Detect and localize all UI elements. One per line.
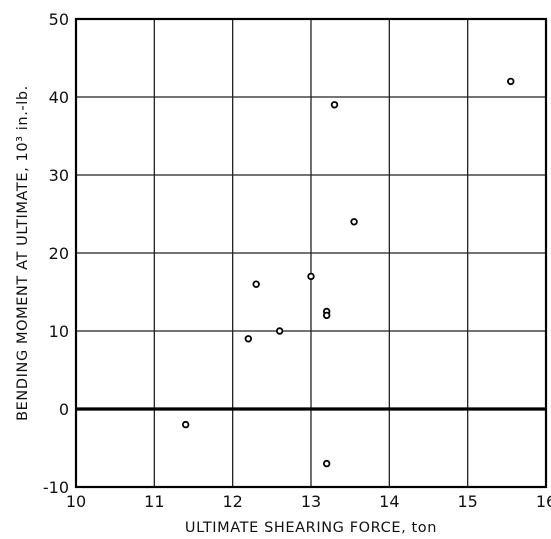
x-tick-label: 12 — [222, 492, 242, 511]
y-tick-label: -10 — [43, 478, 69, 497]
data-point — [181, 420, 190, 429]
data-point — [322, 459, 331, 468]
y-tick-label: 50 — [49, 10, 69, 29]
data-point — [307, 272, 315, 281]
x-tick-label: 14 — [379, 492, 399, 511]
x-tick-label: 11 — [144, 492, 164, 511]
y-tick-label: 20 — [49, 244, 69, 263]
data-point — [244, 335, 253, 343]
x-tick-labels: 10 11 12 13 14 15 16 — [66, 492, 551, 511]
y-tick-label: 40 — [49, 88, 69, 107]
x-tick-label: 10 — [66, 492, 86, 511]
plot-frame — [74, 17, 548, 489]
plot-frame-group — [74, 17, 548, 489]
x-tick-label: 15 — [457, 492, 477, 511]
x-axis-label: ULTIMATE SHEARING FORCE, ton — [185, 520, 437, 536]
y-tick-label: 30 — [49, 166, 69, 185]
y-axis-label: BENDING MOMENT AT ULTIMATE, 10³ in.-lb. — [15, 85, 31, 421]
y-tick-label: 0 — [59, 400, 69, 419]
y-tick-labels: -10 0 10 20 30 40 50 — [43, 10, 69, 497]
x-tick-label: 16 — [536, 492, 551, 511]
x-tick-label: 13 — [301, 492, 321, 511]
data-points — [181, 77, 515, 468]
data-point — [322, 311, 331, 320]
data-point — [252, 280, 260, 288]
y-tick-label: 10 — [49, 322, 69, 341]
data-point — [350, 218, 358, 226]
data-point — [275, 327, 284, 335]
grid — [76, 19, 546, 487]
data-point — [507, 77, 515, 86]
data-point — [330, 101, 339, 109]
